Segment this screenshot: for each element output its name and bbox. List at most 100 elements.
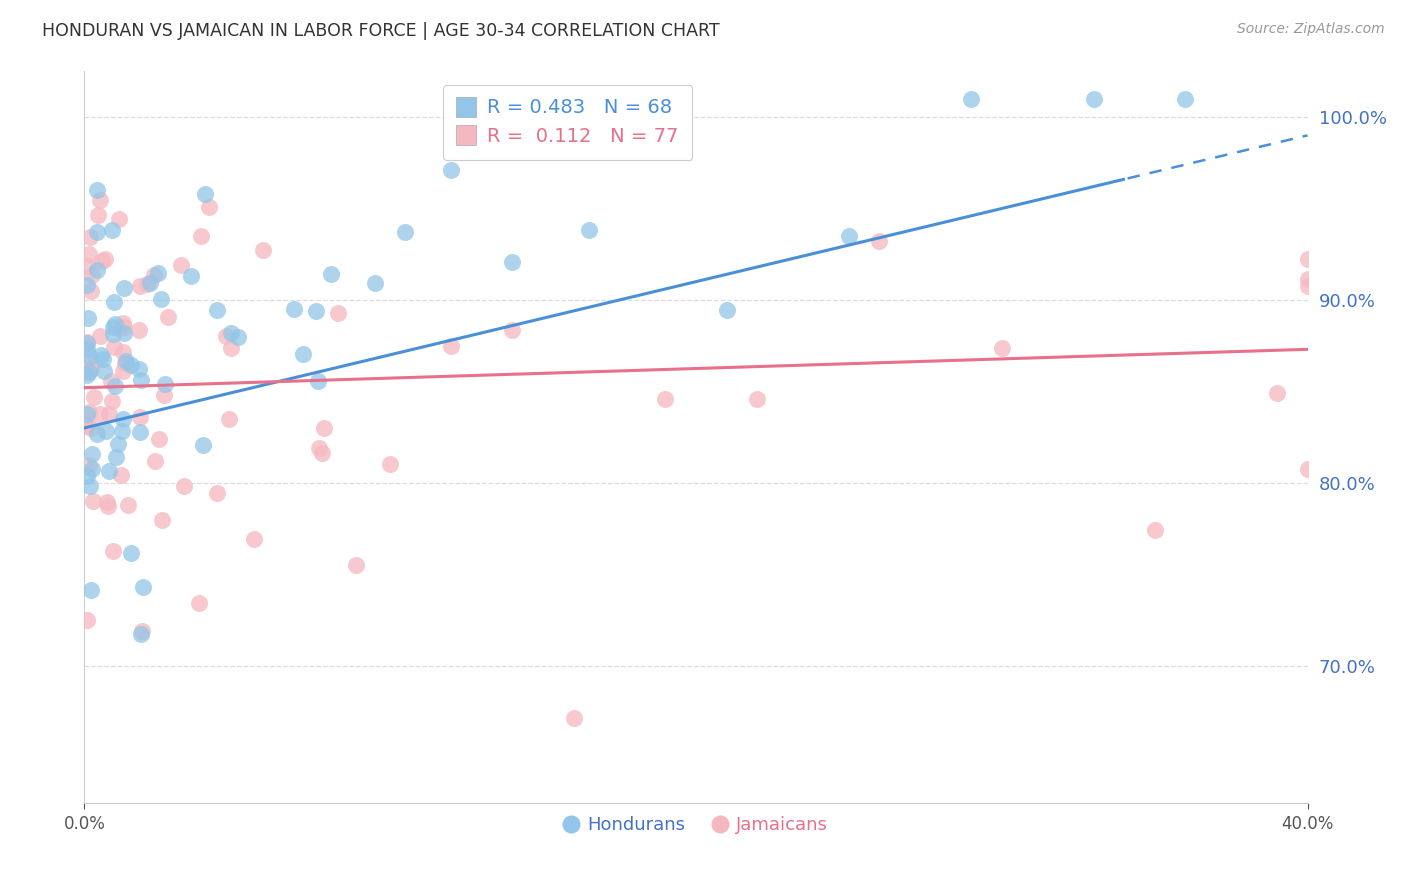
Point [319, 268, 342, 282]
Point [96, 495, 118, 509]
Point [120, 546, 142, 560]
Point [112, 320, 135, 334]
Point [129, 279, 152, 293]
Point [80, 421, 103, 435]
Point [100, 374, 122, 388]
Point [76, 614, 98, 628]
Point [129, 373, 152, 387]
Point [440, 339, 463, 353]
Point [86, 262, 108, 277]
Point [120, 358, 142, 372]
Point [308, 374, 330, 388]
Legend: Hondurans, Jamaicans: Hondurans, Jamaicans [557, 809, 835, 841]
Point [624, 140, 647, 154]
Point [79, 458, 101, 472]
Point [101, 223, 124, 237]
Point [112, 411, 135, 425]
Point [93, 364, 115, 378]
Point [97, 464, 120, 478]
Point [80, 583, 103, 598]
Point [79, 479, 101, 493]
Point [100, 393, 122, 408]
Point [82, 494, 104, 508]
Point [311, 446, 333, 460]
Point [132, 580, 155, 594]
Point [215, 329, 238, 343]
Point [86, 427, 108, 442]
Point [1296, 252, 1319, 266]
Point [838, 228, 860, 243]
Point [156, 310, 179, 324]
Point [129, 410, 152, 425]
Point [218, 412, 240, 426]
Point [283, 302, 305, 317]
Point [170, 259, 193, 273]
Point [101, 320, 124, 334]
Point [747, 392, 769, 406]
Point [114, 353, 136, 368]
Point [1296, 462, 1319, 476]
Point [76, 277, 98, 292]
Point [291, 347, 314, 361]
Point [103, 326, 125, 341]
Point [76, 259, 98, 273]
Point [76, 336, 98, 351]
Point [83, 390, 105, 404]
Point [344, 558, 367, 573]
Point [76, 418, 98, 433]
Point [869, 234, 891, 248]
Point [148, 432, 170, 446]
Point [198, 200, 221, 214]
Point [960, 92, 983, 106]
Point [104, 317, 127, 331]
Point [173, 479, 195, 493]
Point [76, 407, 98, 421]
Point [80, 356, 103, 370]
Point [97, 500, 120, 514]
Point [103, 544, 125, 558]
Text: HONDURAN VS JAMAICAN IN LABOR FORCE | AGE 30-34 CORRELATION CHART: HONDURAN VS JAMAICAN IN LABOR FORCE | AG… [42, 22, 720, 40]
Point [312, 420, 335, 434]
Point [243, 532, 266, 546]
Point [82, 461, 104, 475]
Point [1083, 92, 1105, 106]
Point [77, 246, 100, 260]
Point [1265, 386, 1288, 401]
Point [112, 364, 135, 378]
Point [1174, 92, 1197, 106]
Point [326, 305, 349, 319]
Point [91, 351, 114, 366]
Point [79, 361, 101, 376]
Point [114, 356, 136, 370]
Point [364, 276, 387, 290]
Point [502, 323, 524, 337]
Point [104, 450, 127, 464]
Point [80, 284, 103, 298]
Point [138, 277, 160, 291]
Point [1296, 279, 1319, 293]
Point [112, 281, 135, 295]
Point [219, 341, 242, 355]
Point [76, 368, 98, 382]
Point [188, 596, 211, 610]
Point [107, 437, 129, 451]
Point [128, 425, 150, 439]
Point [394, 225, 416, 239]
Point [79, 405, 101, 419]
Point [135, 277, 157, 291]
Point [153, 388, 176, 402]
Point [79, 230, 101, 244]
Point [77, 365, 100, 379]
Point [131, 627, 153, 641]
Point [146, 266, 169, 280]
Point [108, 212, 131, 227]
Point [190, 228, 212, 243]
Point [89, 194, 111, 208]
Point [94, 425, 117, 439]
Point [378, 457, 401, 471]
Point [143, 268, 166, 282]
Point [103, 295, 125, 310]
Point [76, 334, 98, 349]
Point [131, 624, 153, 639]
Point [98, 408, 121, 422]
